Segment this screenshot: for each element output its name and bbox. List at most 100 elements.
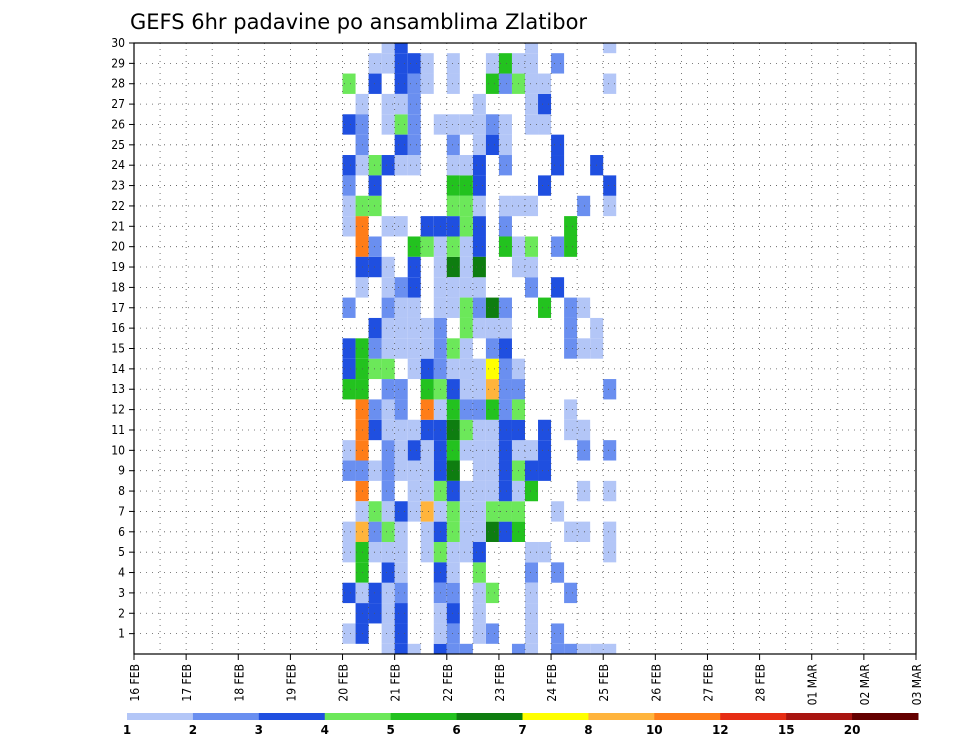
x-tick-label: 17 FEB <box>180 664 194 702</box>
heatmap-cell <box>342 175 356 196</box>
heatmap-cell <box>564 521 578 542</box>
heatmap-cell <box>381 603 395 624</box>
heatmap-cell <box>420 73 434 94</box>
y-tick-label: 20 <box>111 240 125 254</box>
heatmap-cell <box>538 440 552 461</box>
heatmap-cell <box>407 480 421 502</box>
heatmap-cell <box>394 155 408 176</box>
heatmap-cell <box>485 623 499 644</box>
heatmap-cell <box>459 358 473 380</box>
x-tick-label: 18 FEB <box>232 664 246 702</box>
heatmap-cell <box>511 643 525 654</box>
colorbar-label: 6 <box>452 723 460 737</box>
y-tick-label: 16 <box>111 321 125 335</box>
heatmap-cell <box>538 297 552 318</box>
y-tick-label: 13 <box>111 382 125 396</box>
heatmap-cell <box>472 317 486 339</box>
heatmap-cell <box>446 175 460 196</box>
heatmap-cell <box>459 399 473 420</box>
heatmap-cell <box>368 195 382 217</box>
heatmap-cell <box>446 134 460 156</box>
heatmap-cell <box>368 399 382 420</box>
heatmap-cell <box>368 338 382 359</box>
heatmap-cell <box>525 623 539 644</box>
heatmap-cell <box>394 53 408 74</box>
heatmap-cell <box>498 155 512 176</box>
heatmap-cell <box>342 358 356 380</box>
heatmap-cell <box>564 643 578 654</box>
heatmap-cell <box>525 582 539 604</box>
y-tick-label: 12 <box>111 403 125 417</box>
heatmap-cell <box>381 93 395 115</box>
heatmap-cell <box>551 623 565 644</box>
heatmap-cell <box>485 582 499 604</box>
heatmap-cell <box>407 460 421 481</box>
heatmap-cell <box>381 582 395 604</box>
heatmap-cell <box>407 256 421 278</box>
heatmap-cell <box>381 419 395 441</box>
heatmap-cell <box>407 501 421 522</box>
heatmap-cell <box>564 317 578 339</box>
y-tick-label: 27 <box>111 97 125 111</box>
x-tick-label: 22 FEB <box>441 664 455 702</box>
heatmap-cell <box>485 419 499 441</box>
heatmap-cell <box>498 317 512 339</box>
heatmap-cell <box>420 358 434 380</box>
heatmap-cell <box>394 43 408 54</box>
y-tick-label: 26 <box>111 117 125 131</box>
heatmap-cell <box>407 277 421 298</box>
x-tick-label: 28 FEB <box>754 664 768 702</box>
x-tick-label: 16 FEB <box>128 664 142 702</box>
heatmap-cell <box>472 480 486 502</box>
heatmap-cell <box>459 521 473 542</box>
heatmap-cell <box>342 216 356 237</box>
heatmap-cell <box>577 643 591 654</box>
heatmap-cell <box>564 338 578 359</box>
y-tick-label: 8 <box>118 484 125 498</box>
heatmap-cell <box>446 541 460 563</box>
heatmap-cell <box>577 297 591 318</box>
heatmap-cell <box>446 562 460 583</box>
y-tick-label: 15 <box>111 342 125 356</box>
heatmap-cell <box>446 440 460 461</box>
colorbar-swatch <box>720 713 787 720</box>
x-tick-label: 25 FEB <box>597 664 611 702</box>
heatmap-cell <box>525 236 539 257</box>
heatmap-cell <box>407 338 421 359</box>
heatmap-cell <box>459 114 473 135</box>
y-tick-label: 18 <box>111 280 125 294</box>
heatmap-cell <box>420 440 434 461</box>
heatmap-cell <box>381 623 395 644</box>
heatmap-cell <box>459 317 473 339</box>
heatmap-cell <box>472 256 486 278</box>
x-tick-label: 20 FEB <box>337 664 351 702</box>
heatmap-cell <box>472 297 486 318</box>
heatmap-cell <box>564 216 578 237</box>
y-tick-label: 23 <box>111 179 125 193</box>
y-tick-label: 28 <box>111 77 125 91</box>
heatmap-cell <box>420 521 434 542</box>
heatmap-cell <box>459 541 473 563</box>
heatmap-cell <box>459 440 473 461</box>
heatmap-cell <box>394 582 408 604</box>
heatmap-cell <box>498 379 512 400</box>
colorbar-label: 5 <box>387 723 395 737</box>
heatmap-cell <box>485 440 499 461</box>
heatmap-cell <box>381 501 395 522</box>
heatmap-cell <box>394 134 408 156</box>
heatmap-cell <box>368 603 382 624</box>
grid-lines <box>134 42 916 654</box>
y-tick-label: 21 <box>111 219 125 233</box>
heatmap-cell <box>446 73 460 94</box>
x-tick-label: 21 FEB <box>389 664 403 702</box>
heatmap-cell <box>394 317 408 339</box>
heatmap-cell <box>420 541 434 563</box>
heatmap-cell <box>394 419 408 441</box>
heatmap-cell <box>394 73 408 94</box>
heatmap-cell <box>551 277 565 298</box>
heatmap-cell <box>525 440 539 461</box>
heatmap-cell <box>564 582 578 604</box>
heatmap-cell <box>498 399 512 420</box>
heatmap-cell <box>368 236 382 257</box>
